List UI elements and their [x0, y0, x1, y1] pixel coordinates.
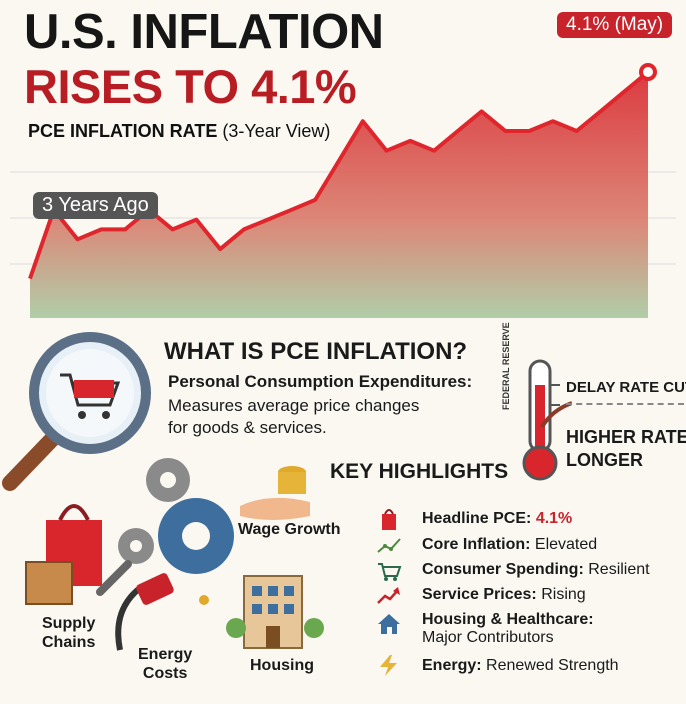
highlight-headline: Headline PCE: 4.1%: [422, 510, 572, 528]
subtitle-rest: (3-Year View): [222, 121, 331, 141]
series-area: [30, 72, 648, 318]
highlight-key: Housing & Healthcare:: [422, 611, 594, 628]
gear-icon: [118, 528, 154, 564]
highlight-value: Resilient: [588, 561, 650, 578]
hand-coins-icon: [240, 466, 310, 520]
supply-line-1: Supply: [42, 615, 96, 632]
energy-line-1: Energy: [138, 646, 193, 663]
shopping-bag-icon: [382, 509, 396, 530]
lightning-icon: [380, 655, 397, 676]
energy-line-2: Costs: [142, 665, 188, 682]
callout-latest: 4.1% (May): [557, 12, 673, 38]
highlight-value: Elevated: [534, 536, 598, 553]
house-icon: [378, 614, 400, 634]
gear-icon: [158, 498, 234, 574]
building-icon: [226, 575, 324, 649]
trend-arrow-icon: [377, 587, 400, 604]
highlight-value: Rising: [541, 586, 586, 603]
title-line-1: U.S. INFLATION: [24, 5, 384, 59]
chart-subtitle: PCE INFLATION RATE (3-Year View): [28, 121, 330, 142]
highlight-value: 4.1%: [535, 510, 573, 527]
supply-chains-label: Supply Chains: [42, 614, 95, 652]
highlight-housing: Housing & Healthcare: Major Contributors: [422, 611, 594, 647]
cart-icon: [378, 563, 402, 581]
box-icon: [25, 561, 73, 605]
data-point: [639, 63, 657, 81]
fuel-nozzle-icon: [115, 573, 209, 651]
callout-three-years-ago: 3 Years Ago: [33, 192, 158, 219]
magnifier-cart-icon: [2, 332, 151, 491]
highlight-value: Renewed Strength: [486, 657, 619, 674]
highlight-key: Core Inflation:: [422, 536, 531, 553]
delay-rate-cuts-label: DELAY RATE CUTS: [566, 379, 686, 396]
trend-dots-icon: [377, 538, 401, 553]
drivers-illustration: [25, 458, 324, 651]
key-highlights-title: KEY HIGHLIGHTS: [330, 460, 509, 483]
highlight-core: Core Inflation: Elevated: [422, 536, 597, 554]
wrench-icon: [96, 560, 132, 596]
higher-rates-line-1: HIGHER RATES: [566, 427, 686, 447]
pce-definition-title: Personal Consumption Expenditures:: [168, 372, 473, 391]
housing-label: Housing: [250, 657, 314, 674]
subtitle-bold: PCE INFLATION RATE: [28, 121, 218, 141]
thermometer-icon: [522, 359, 572, 481]
highlight-key: Headline PCE:: [422, 510, 532, 527]
thermometer-label: FEDERAL RESERVE: [501, 322, 511, 410]
pce-heading: WHAT IS PCE INFLATION?: [164, 338, 468, 365]
higher-rates-line-2: LONGER: [566, 450, 644, 470]
highlight-services: Service Prices: Rising: [422, 586, 586, 604]
highlight-value: Major Contributors: [422, 629, 554, 646]
divider: [566, 403, 684, 405]
title-line-2: RISES TO 4.1%: [24, 60, 357, 113]
highlight-key: Consumer Spending:: [422, 561, 584, 578]
supply-line-2: Chains: [42, 634, 96, 651]
highlight-spending: Consumer Spending: Resilient: [422, 561, 650, 579]
highlight-energy: Energy: Renewed Strength: [422, 657, 619, 675]
highlight-key: Energy:: [422, 657, 482, 674]
pce-area-chart: [10, 63, 676, 318]
wage-growth-label: Wage Growth: [238, 521, 341, 538]
highlight-key: Service Prices:: [422, 586, 537, 603]
energy-costs-label: Energy Costs: [138, 645, 192, 683]
gear-icon: [146, 458, 190, 502]
pce-definition-line-2: for goods & services.: [168, 418, 327, 437]
pce-definition-line-1: Measures average price changes: [168, 396, 420, 415]
shopping-bag-icon: [46, 504, 102, 586]
